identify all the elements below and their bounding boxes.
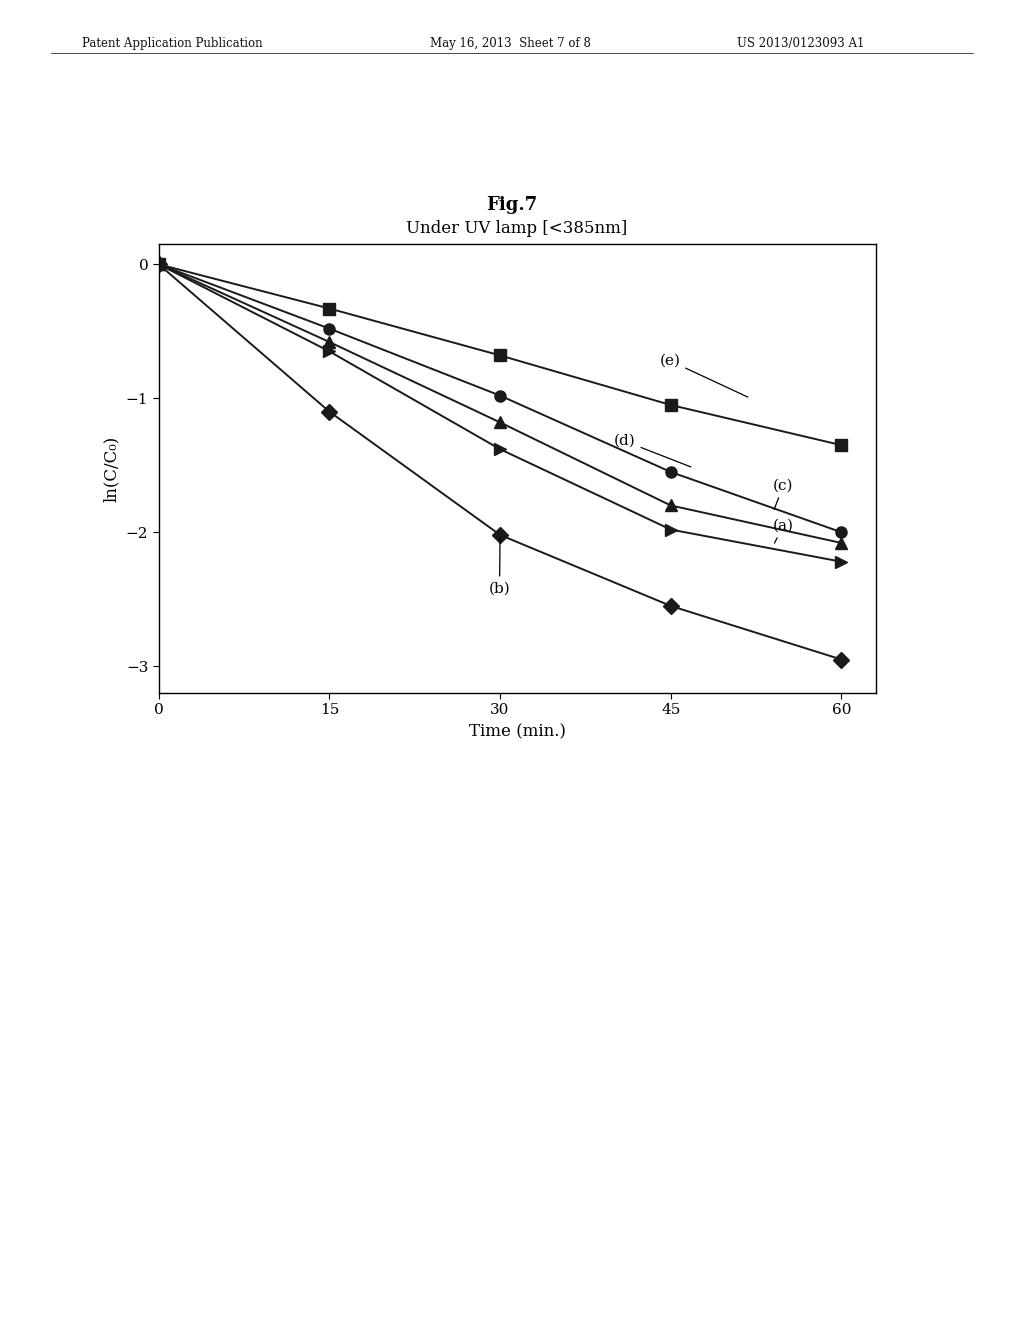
Text: (d): (d)	[613, 434, 691, 467]
Title: Under UV lamp [<385nm]: Under UV lamp [<385nm]	[407, 220, 628, 238]
Text: Fig.7: Fig.7	[486, 195, 538, 214]
Text: (e): (e)	[659, 354, 748, 397]
Text: May 16, 2013  Sheet 7 of 8: May 16, 2013 Sheet 7 of 8	[430, 37, 591, 50]
Text: (a): (a)	[773, 519, 795, 543]
Text: (b): (b)	[488, 537, 510, 595]
Y-axis label: ln(C/C₀): ln(C/C₀)	[103, 436, 120, 502]
Text: US 2013/0123093 A1: US 2013/0123093 A1	[737, 37, 864, 50]
X-axis label: Time (min.): Time (min.)	[469, 723, 565, 741]
Text: (c): (c)	[773, 478, 794, 510]
Text: Patent Application Publication: Patent Application Publication	[82, 37, 262, 50]
